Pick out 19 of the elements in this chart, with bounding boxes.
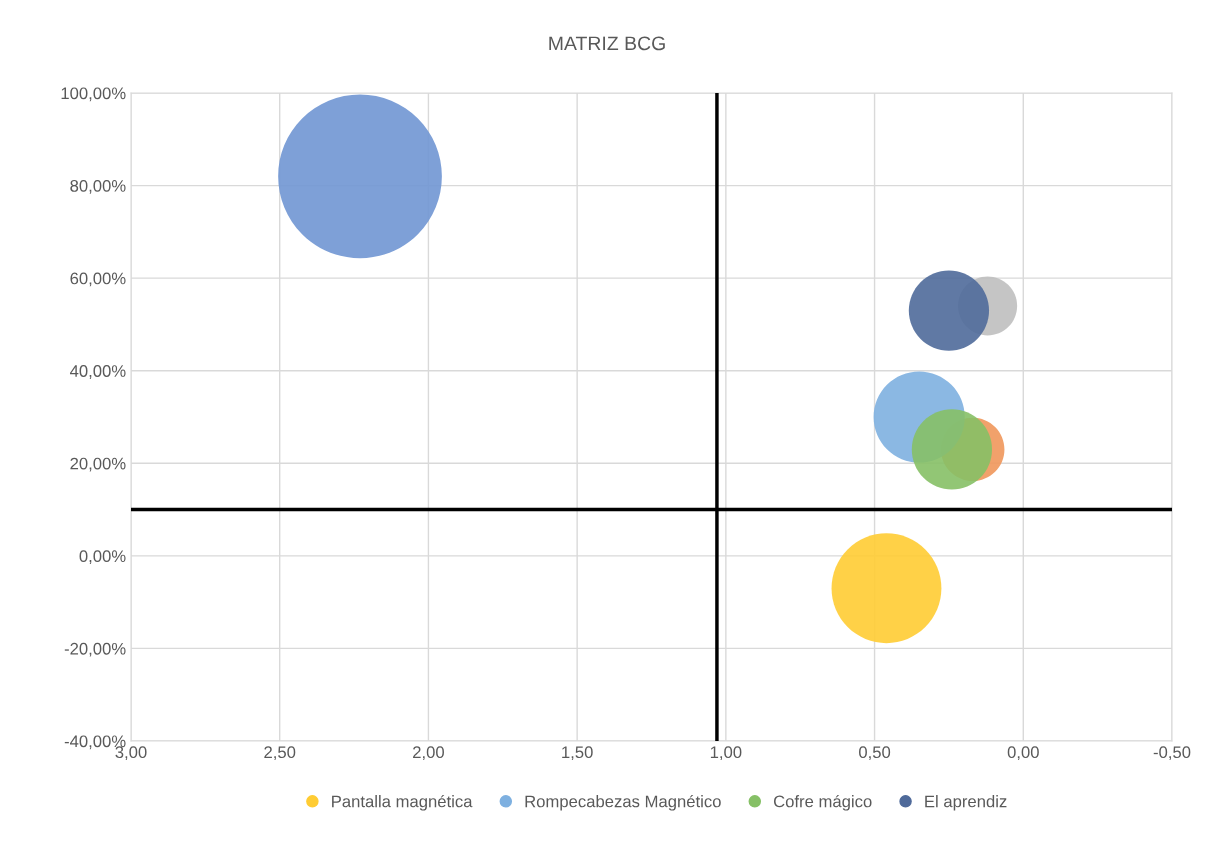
- legend-label: Rompecabezas Magnético: [525, 794, 721, 811]
- x-tick-label: 2,50: [264, 746, 296, 761]
- legend-label: Pantalla magnética: [332, 794, 473, 811]
- x-tick-label: -0,50: [1153, 746, 1191, 761]
- y-tick-label: 40,00%: [70, 365, 126, 379]
- y-tick-label: 0,00%: [79, 550, 126, 565]
- legend-label: Cofre mágico: [773, 794, 872, 811]
- y-tick-label: 20,00%: [70, 457, 126, 472]
- x-tick-label: 1,00: [710, 746, 742, 761]
- y-tick-label: -20,00%: [64, 642, 126, 657]
- x-tick-label: 0,50: [859, 746, 891, 761]
- chart-title: MATRIZ BCG: [549, 36, 665, 51]
- legend-label: El aprendiz: [925, 795, 1007, 811]
- y-tick-label: 60,00%: [70, 272, 126, 287]
- x-tick-label: 0,00: [1007, 746, 1039, 761]
- y-tick-label: 100,00%: [61, 87, 126, 102]
- x-tick-label: 2,00: [413, 746, 444, 761]
- x-tick-label: 1,50: [562, 746, 593, 761]
- y-tick-label: 80,00%: [70, 179, 126, 194]
